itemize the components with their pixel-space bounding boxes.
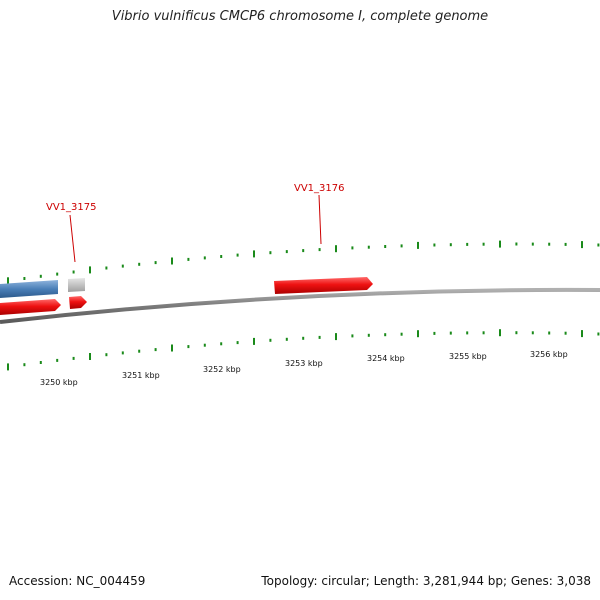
minor-tick	[531, 242, 534, 246]
minor-tick	[23, 363, 26, 367]
minor-tick	[220, 255, 223, 258]
leader-line-vv1-3176	[318, 194, 322, 245]
minor-tick	[466, 331, 469, 335]
lower-tick-row	[7, 329, 600, 371]
major-tick	[417, 241, 419, 249]
major-tick	[89, 266, 91, 274]
minor-tick	[154, 261, 157, 265]
major-tick	[417, 330, 419, 338]
minor-tick	[203, 343, 206, 347]
minor-tick	[515, 242, 518, 246]
minor-tick	[220, 342, 223, 346]
minor-tick	[285, 250, 288, 254]
major-tick	[499, 240, 501, 248]
minor-tick	[138, 262, 141, 266]
minor-tick	[597, 332, 600, 336]
minor-tick	[515, 331, 518, 335]
minor-tick	[121, 351, 124, 355]
minor-tick	[105, 353, 108, 357]
genome-backbone	[0, 287, 600, 324]
minor-tick	[367, 333, 370, 337]
gene-label-vv1-3175[interactable]: VV1_3175	[46, 202, 97, 213]
major-tick	[499, 329, 501, 337]
upper-tick-row	[7, 240, 600, 285]
minor-tick	[285, 337, 288, 341]
minor-tick	[548, 331, 551, 335]
minor-tick	[302, 336, 305, 340]
ruler-label: 3253 kbp	[285, 359, 323, 368]
major-tick	[171, 344, 173, 352]
minor-tick	[384, 245, 387, 248]
minor-tick	[318, 335, 321, 339]
minor-tick	[72, 270, 75, 274]
major-tick	[253, 337, 255, 345]
minor-tick	[597, 243, 600, 247]
minor-tick	[384, 333, 387, 337]
ruler-label: 3255 kbp	[449, 352, 487, 361]
major-tick	[253, 250, 255, 258]
accession-text: Accession: NC_004459	[9, 574, 146, 588]
minor-tick	[482, 242, 485, 246]
gene-forward-strand[interactable]	[0, 299, 61, 315]
minor-tick	[466, 242, 469, 246]
major-tick	[581, 330, 583, 338]
minor-tick	[23, 277, 26, 280]
major-tick	[7, 363, 9, 371]
minor-tick	[302, 249, 305, 253]
minor-tick	[269, 338, 272, 342]
minor-tick	[203, 256, 206, 260]
minor-tick	[72, 356, 75, 360]
minor-tick	[187, 345, 190, 349]
gene-reverse-strand[interactable]	[0, 280, 58, 298]
gene-vv1-3176[interactable]	[274, 277, 373, 294]
minor-tick	[400, 244, 403, 248]
minor-tick	[531, 331, 534, 335]
minor-tick	[154, 348, 157, 352]
leader-line-vv1-3175	[69, 214, 76, 263]
ruler-label: 3252 kbp	[203, 365, 241, 374]
genome-summary-text: Topology: circular; Length: 3,281,944 bp…	[261, 574, 591, 588]
minor-tick	[121, 264, 124, 268]
minor-tick	[269, 251, 272, 255]
minor-tick	[367, 245, 370, 249]
minor-tick	[400, 332, 403, 336]
major-tick	[335, 245, 337, 253]
minor-tick	[482, 331, 485, 335]
gene-label-vv1-3176[interactable]: VV1_3176	[294, 183, 345, 194]
major-tick	[7, 277, 9, 285]
ruler-label: 3256 kbp	[530, 350, 568, 359]
minor-tick	[318, 248, 321, 252]
minor-tick	[236, 341, 239, 345]
major-tick	[335, 333, 337, 341]
major-tick	[171, 257, 173, 265]
minor-tick	[56, 272, 59, 276]
minor-tick	[56, 358, 59, 362]
map-title: Vibrio vulnificus CMCP6 chromosome I, co…	[111, 9, 489, 24]
ruler-label: 3254 kbp	[367, 354, 405, 363]
minor-tick	[187, 257, 190, 261]
major-tick	[581, 241, 583, 249]
ruler-label: 3251 kbp	[122, 371, 160, 380]
ruler-label: 3250 kbp	[40, 378, 78, 387]
major-tick	[89, 353, 91, 360]
gene-vv1-3175[interactable]	[69, 296, 87, 309]
minor-tick	[351, 246, 354, 250]
minor-tick	[105, 266, 108, 270]
minor-tick	[449, 331, 452, 335]
minor-tick	[39, 361, 42, 364]
minor-tick	[138, 349, 141, 353]
minor-tick	[564, 331, 567, 335]
minor-tick	[351, 334, 354, 338]
minor-tick	[564, 242, 567, 246]
minor-tick	[449, 243, 452, 247]
minor-tick	[236, 253, 239, 257]
minor-tick	[39, 274, 42, 278]
gene-other[interactable]	[68, 278, 85, 292]
minor-tick	[433, 331, 436, 335]
minor-tick	[433, 243, 436, 247]
minor-tick	[548, 242, 551, 246]
